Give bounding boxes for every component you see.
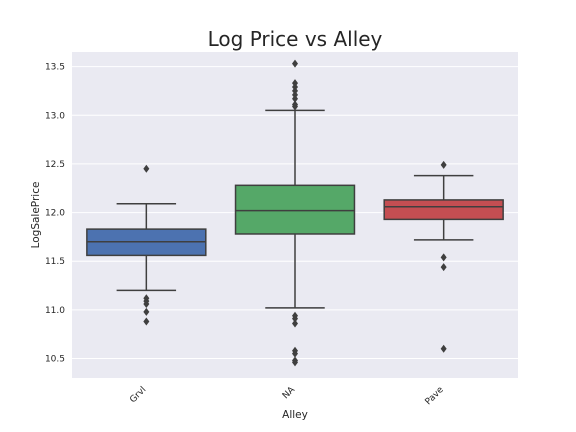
y-tick-label: 13.5 [45, 63, 65, 73]
y-tick-label: 12.0 [45, 209, 65, 219]
outlier-point [143, 300, 150, 309]
box-na [234, 59, 356, 367]
outlier-point [440, 344, 447, 353]
iqr-box [383, 199, 504, 221]
x-tick-label: NA [281, 384, 298, 401]
outlier-point [143, 307, 150, 316]
x-tick-labels: Grvl NA Pave [128, 384, 446, 407]
y-tick-label: 11.0 [45, 306, 65, 316]
outlier-point [440, 160, 447, 169]
box-pave [383, 160, 504, 353]
outlier-point [143, 164, 150, 173]
y-tick-label: 13.0 [45, 111, 65, 121]
outlier-point [143, 317, 150, 326]
x-tick-label: Pave [424, 385, 447, 408]
y-axis-label: LogSalePrice [30, 182, 42, 249]
outlier-point [292, 314, 298, 323]
outlier-point [292, 358, 298, 367]
outlier-point [440, 253, 447, 262]
x-axis-label: Alley [282, 409, 308, 421]
y-tick-label: 10.5 [45, 355, 65, 365]
chart-title: Log Price vs Alley [208, 27, 383, 51]
y-tick-labels: 10.5 11.0 11.5 12.0 12.5 13.0 13.5 [45, 63, 65, 365]
x-tick-label: Grvl [128, 385, 148, 405]
outlier-point [292, 94, 298, 103]
iqr-box [234, 184, 356, 235]
outlier-point [440, 263, 447, 272]
box-plots [86, 59, 504, 367]
outlier-point [292, 319, 298, 328]
outlier-point [292, 349, 298, 358]
y-tick-label: 12.5 [45, 160, 65, 170]
outlier-point [292, 102, 298, 111]
outlier-point [292, 59, 298, 68]
y-tick-label: 11.5 [45, 257, 65, 267]
box-grvl [86, 164, 207, 326]
